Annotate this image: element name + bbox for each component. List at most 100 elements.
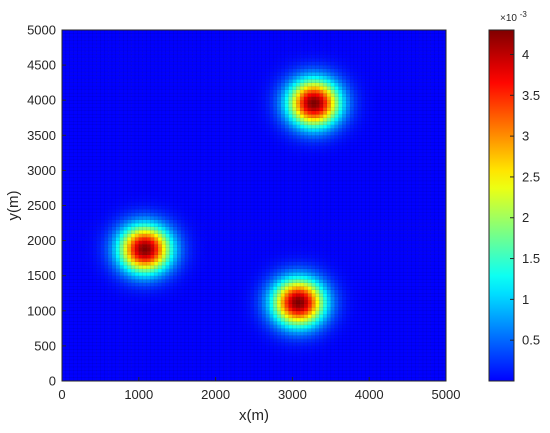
heatmap-cell bbox=[238, 335, 243, 340]
heatmap-cell bbox=[246, 363, 251, 368]
heatmap-cell bbox=[238, 58, 243, 62]
heatmap-cell bbox=[138, 328, 143, 333]
heatmap-cell bbox=[188, 72, 193, 76]
heatmap-cell bbox=[207, 223, 213, 227]
heatmap-cell bbox=[111, 30, 117, 34]
heatmap-cell bbox=[138, 107, 143, 112]
heatmap-cell bbox=[146, 356, 151, 361]
heatmap-cell bbox=[146, 47, 151, 52]
heatmap-cell bbox=[211, 58, 216, 62]
heatmap-cell bbox=[115, 135, 120, 140]
heatmap-cell bbox=[134, 191, 140, 196]
heatmap-cell bbox=[211, 286, 216, 291]
heatmap-cell bbox=[242, 212, 247, 217]
heatmap-cell bbox=[150, 321, 155, 326]
heatmap-cell bbox=[142, 79, 147, 83]
heatmap-cell bbox=[177, 79, 182, 83]
heatmap-cell bbox=[150, 149, 155, 154]
heatmap-cell bbox=[115, 272, 120, 276]
heatmap-cell bbox=[73, 279, 78, 284]
heatmap-cell bbox=[65, 219, 70, 224]
heatmap-cell bbox=[134, 331, 140, 336]
heatmap-cell bbox=[169, 328, 174, 333]
heatmap-cell bbox=[100, 173, 105, 178]
heatmap-cell bbox=[115, 254, 120, 259]
heatmap-cell bbox=[96, 258, 101, 262]
heatmap-cell bbox=[88, 170, 94, 175]
heatmap-cell bbox=[227, 373, 232, 378]
heatmap-cell bbox=[165, 201, 170, 206]
heatmap-cell bbox=[211, 159, 216, 164]
heatmap-cell bbox=[62, 96, 67, 101]
heatmap-cell bbox=[211, 103, 216, 108]
heatmap-cell bbox=[127, 68, 132, 73]
heatmap-cell bbox=[242, 187, 247, 192]
heatmap-cell bbox=[250, 216, 255, 220]
heatmap-cell bbox=[69, 279, 74, 284]
heatmap-cell bbox=[230, 54, 236, 59]
heatmap-cell bbox=[158, 173, 163, 178]
heatmap-cell bbox=[111, 166, 117, 171]
heatmap-cell bbox=[165, 93, 170, 97]
heatmap-cell bbox=[127, 30, 132, 34]
heatmap-cell bbox=[115, 265, 120, 269]
heatmap-cell bbox=[131, 251, 136, 255]
heatmap-cell bbox=[169, 258, 174, 262]
heatmap-cell bbox=[177, 61, 182, 66]
heatmap-cell bbox=[184, 33, 190, 38]
heatmap-cell bbox=[177, 244, 182, 248]
heatmap-cell bbox=[250, 352, 255, 357]
heatmap-cell bbox=[154, 110, 159, 115]
heatmap-cell bbox=[173, 338, 178, 343]
heatmap-cell bbox=[138, 110, 143, 115]
heatmap-cell bbox=[196, 44, 201, 48]
heatmap-cell bbox=[219, 86, 224, 90]
heatmap-cell bbox=[200, 212, 205, 217]
heatmap-cell bbox=[104, 201, 109, 206]
heatmap-cell bbox=[177, 180, 182, 185]
heatmap-cell bbox=[158, 121, 163, 126]
heatmap-cell bbox=[200, 219, 205, 224]
heatmap-cell bbox=[104, 110, 109, 115]
heatmap-cell bbox=[227, 303, 232, 308]
heatmap-cell bbox=[158, 40, 163, 45]
heatmap-cell bbox=[246, 226, 251, 231]
heatmap-cell bbox=[215, 328, 220, 333]
heatmap-cell bbox=[96, 314, 101, 319]
heatmap-cell bbox=[250, 103, 255, 108]
heatmap-cell bbox=[134, 58, 140, 62]
heatmap-cell bbox=[108, 293, 113, 298]
heatmap-cell bbox=[165, 335, 170, 340]
heatmap-cell bbox=[119, 61, 124, 66]
heatmap-cell bbox=[223, 289, 228, 294]
heatmap-cell bbox=[138, 293, 143, 298]
heatmap-cell bbox=[108, 233, 113, 238]
heatmap-cell bbox=[192, 233, 197, 238]
heatmap-cell bbox=[150, 272, 155, 276]
heatmap-cell bbox=[246, 251, 251, 255]
heatmap-cell bbox=[215, 156, 220, 161]
heatmap-cell bbox=[219, 342, 224, 347]
heatmap-cell bbox=[207, 33, 213, 38]
heatmap-cell bbox=[123, 72, 128, 76]
heatmap-cell bbox=[215, 89, 220, 94]
heatmap-cell bbox=[223, 342, 228, 347]
heatmap-cell bbox=[234, 268, 239, 273]
heatmap-cell bbox=[154, 89, 159, 94]
heatmap-cell bbox=[142, 135, 147, 140]
heatmap-cell bbox=[115, 191, 120, 196]
heatmap-cell bbox=[77, 373, 82, 378]
heatmap-cell bbox=[146, 72, 151, 76]
heatmap-cell bbox=[161, 279, 166, 284]
heatmap-cell bbox=[108, 244, 113, 248]
heatmap-cell bbox=[196, 370, 201, 375]
heatmap-cell bbox=[211, 272, 216, 276]
heatmap-cell bbox=[169, 321, 174, 326]
heatmap-cell bbox=[96, 124, 101, 129]
heatmap-cell bbox=[96, 286, 101, 291]
heatmap-cell bbox=[250, 54, 255, 59]
heatmap-cell bbox=[85, 345, 90, 350]
heatmap-cell bbox=[207, 216, 213, 220]
heatmap-cell bbox=[62, 247, 67, 252]
heatmap-cell bbox=[115, 293, 120, 298]
